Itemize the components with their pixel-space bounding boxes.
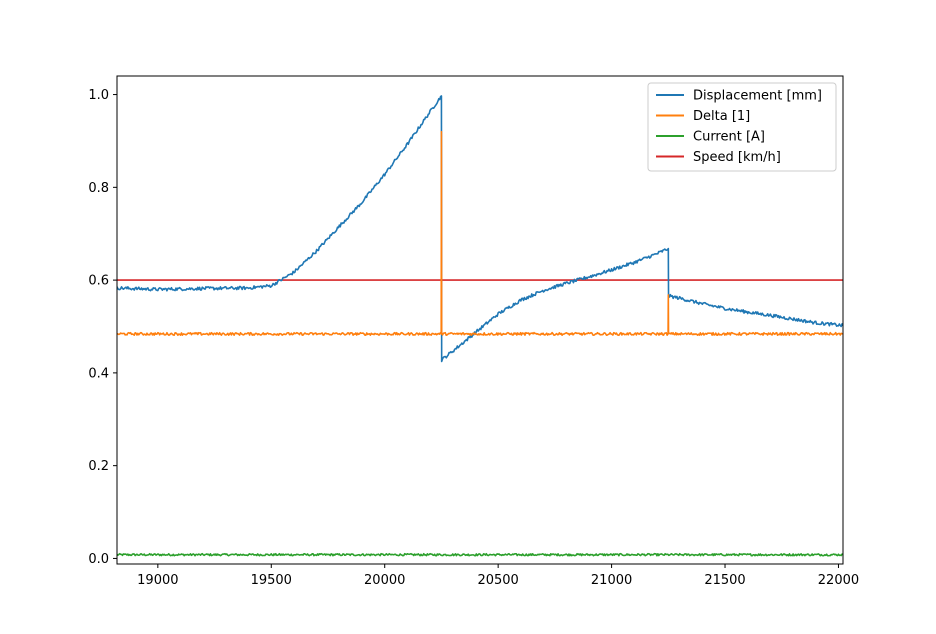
y-tick-label: 0.6 bbox=[88, 274, 109, 289]
x-tick-label: 21500 bbox=[704, 573, 745, 588]
y-tick-label: 0.8 bbox=[88, 181, 109, 196]
series-line-1 bbox=[117, 130, 843, 337]
x-tick-label: 19500 bbox=[251, 573, 292, 588]
legend: Displacement [mm] Delta [1] Current [A] Spe… bbox=[647, 82, 837, 172]
legend-label: Current [A] bbox=[693, 130, 765, 145]
x-tick-label: 19000 bbox=[137, 573, 178, 588]
x-tick-label: 21000 bbox=[591, 573, 632, 588]
legend-label: Delta [1] bbox=[693, 109, 750, 124]
y-tick-label: 0.4 bbox=[88, 366, 109, 381]
legend-box bbox=[647, 82, 837, 172]
legend-label: Speed [km/h] bbox=[693, 150, 781, 165]
x-axis: 19000 19500 20000 20500 21000 21500 22000 bbox=[137, 564, 859, 588]
x-tick-label: 22000 bbox=[818, 573, 859, 588]
series-line-0 bbox=[117, 95, 843, 363]
y-tick-label: 0.2 bbox=[88, 459, 109, 474]
y-tick-label: 0.0 bbox=[88, 552, 109, 567]
x-tick-label: 20000 bbox=[364, 573, 405, 588]
series-line-2 bbox=[117, 552, 843, 557]
y-axis: 0.0 0.2 0.4 0.6 0.8 1.0 bbox=[88, 88, 117, 567]
legend-label: Displacement [mm] bbox=[693, 89, 822, 104]
x-tick-label: 20500 bbox=[477, 573, 518, 588]
y-tick-label: 1.0 bbox=[88, 88, 109, 103]
series-layer bbox=[117, 95, 843, 557]
plot-area-frame bbox=[116, 75, 844, 565]
